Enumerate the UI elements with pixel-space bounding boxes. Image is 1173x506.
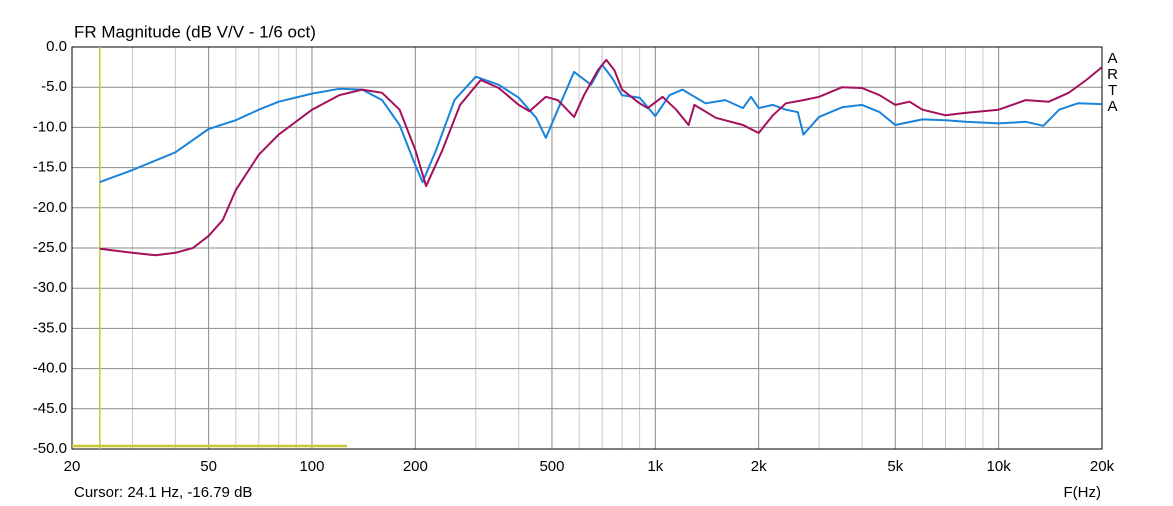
x-tick-label: 20k — [1090, 458, 1115, 475]
x-axis-label: F(Hz) — [1064, 484, 1102, 501]
x-tick-label: 500 — [539, 458, 564, 475]
y-tick-label: 0.0 — [46, 38, 67, 55]
y-tick-label: -50.0 — [33, 440, 67, 457]
series-line — [99, 58, 1103, 257]
y-tick-label: -10.0 — [33, 118, 67, 135]
x-tick-label: 20 — [64, 458, 81, 475]
x-tick-label: 10k — [987, 458, 1012, 475]
brand: ARTA — [1104, 50, 1121, 114]
y-tick-label: -30.0 — [33, 279, 67, 296]
y-tick-label: -5.0 — [41, 78, 67, 95]
x-tick-label: 2k — [751, 458, 767, 475]
x-tick-label: 5k — [887, 458, 903, 475]
y-tick-label: -40.0 — [33, 360, 67, 377]
x-tick-label: 200 — [403, 458, 428, 475]
y-tick-label: -45.0 — [33, 400, 67, 417]
y-tick-label: -25.0 — [33, 239, 67, 256]
chart-title: FR Magnitude (dB V/V - 1/6 oct) — [74, 22, 316, 41]
y-tick-label: -20.0 — [33, 199, 67, 216]
y-tick-label: -35.0 — [33, 319, 67, 336]
plot-frame — [71, 46, 1103, 450]
x-tick-label: 1k — [647, 458, 663, 475]
y-tick-label: -15.0 — [33, 159, 67, 176]
cursor-readout: Cursor: 24.1 Hz, -16.79 dB — [74, 484, 252, 501]
x-tick-label: 100 — [299, 458, 324, 475]
x-tick-label: 50 — [200, 458, 217, 475]
